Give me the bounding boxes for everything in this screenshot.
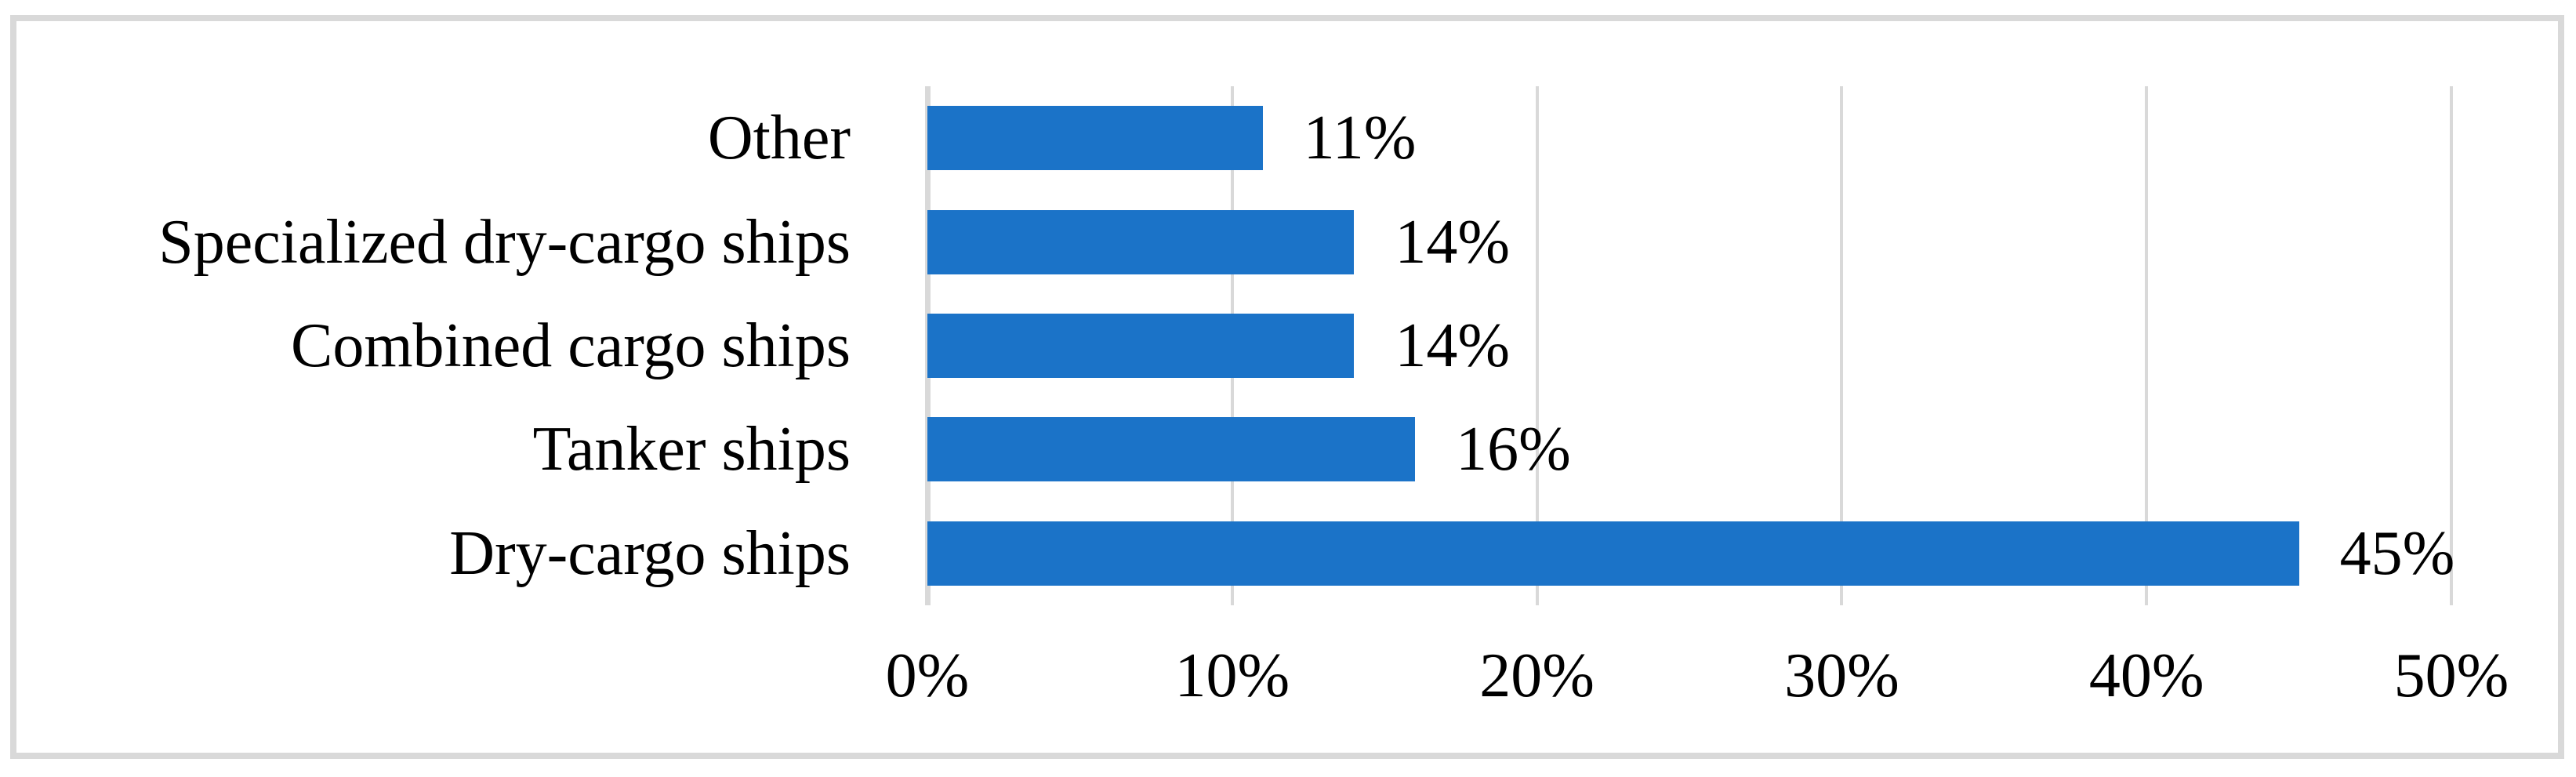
x-axis-tick-label: 10%: [1174, 641, 1290, 710]
chart-figure-frame: [10, 15, 2564, 759]
bar: [927, 314, 1355, 378]
category-label: Other: [707, 103, 851, 173]
value-label: 16%: [1456, 415, 1571, 485]
value-label: 45%: [2339, 518, 2455, 588]
x-axis-tick-label: 30%: [1784, 641, 1899, 710]
x-gridline: [2450, 86, 2453, 605]
x-axis-tick-label: 0%: [885, 641, 970, 710]
bar: [927, 209, 1355, 274]
category-label: Combined cargo ships: [290, 311, 851, 380]
category-label: Tanker ships: [532, 415, 851, 485]
bar: [927, 417, 1416, 482]
category-label: Dry-cargo ships: [449, 518, 851, 588]
x-axis-tick-label: 40%: [2088, 641, 2204, 710]
value-label: 14%: [1395, 207, 1510, 277]
bar: [927, 521, 2299, 586]
value-label: 14%: [1395, 311, 1510, 380]
category-label: Specialized dry-cargo ships: [158, 207, 851, 277]
value-label: 11%: [1303, 103, 1417, 173]
x-gridline: [2145, 86, 2149, 605]
x-axis-tick-label: 50%: [2393, 641, 2509, 710]
x-axis-tick-label: 20%: [1479, 641, 1595, 710]
x-gridline: [1535, 86, 1539, 605]
x-gridline: [1840, 86, 1844, 605]
bar: [927, 106, 1263, 171]
